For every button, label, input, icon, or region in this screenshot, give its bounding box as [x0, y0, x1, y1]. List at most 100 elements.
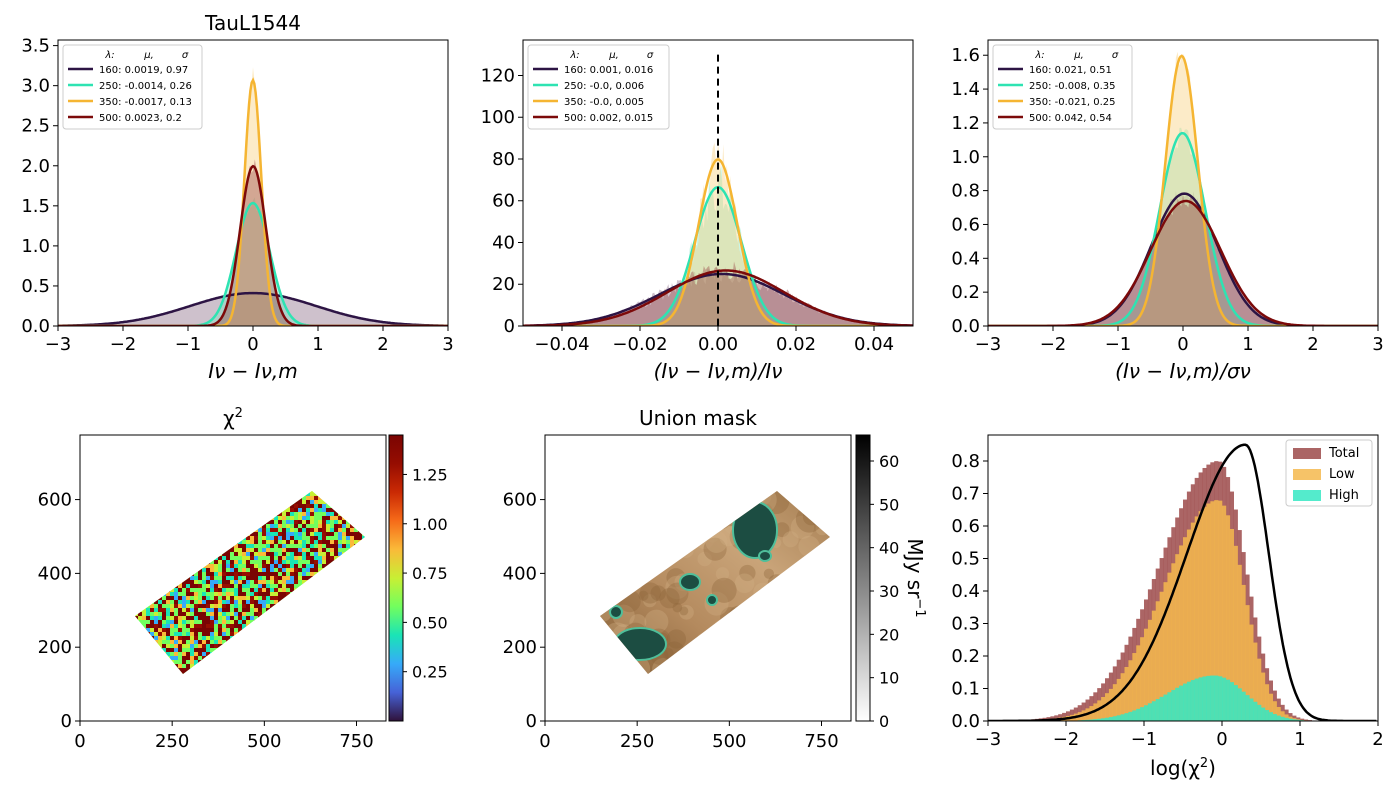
map-pixel — [322, 640, 326, 644]
map-pixel — [294, 524, 298, 528]
legend-label: 250: -0.008, 0.35 — [1029, 81, 1116, 92]
map-pixel — [342, 548, 346, 552]
map-pixel — [186, 560, 190, 564]
map-pixel — [298, 564, 302, 568]
map-pixel — [234, 564, 238, 568]
map-pixel — [198, 564, 202, 568]
map-pixel — [158, 524, 162, 528]
dust-texture — [709, 655, 723, 669]
histogram-fill-350 — [523, 142, 913, 326]
map-pixel — [286, 552, 290, 556]
map-pixel — [222, 640, 226, 644]
map-pixel — [302, 572, 306, 576]
dust-texture — [753, 582, 772, 602]
map-pixel — [334, 656, 338, 660]
hist-bar-high — [1147, 703, 1153, 721]
map-pixel — [330, 600, 334, 604]
map-pixel — [318, 672, 322, 674]
map-pixel — [174, 528, 178, 532]
map-pixel — [182, 576, 186, 580]
map-pixel — [334, 596, 338, 600]
map-pixel — [194, 668, 198, 672]
dust-texture — [605, 563, 614, 572]
map-pixel — [150, 508, 154, 512]
map-pixel — [326, 588, 330, 592]
map-pixel — [290, 596, 294, 600]
map-pixel — [294, 584, 298, 588]
map-pixel — [282, 540, 286, 544]
map-pixel — [146, 560, 150, 564]
map-pixel — [166, 664, 170, 668]
map-pixel — [314, 520, 318, 524]
map-pixel — [338, 544, 342, 548]
map-pixel — [194, 636, 198, 640]
map-pixel — [210, 496, 214, 500]
map-pixel — [206, 620, 210, 624]
map-pixel — [170, 528, 174, 532]
map-pixel — [202, 544, 206, 548]
hist-bar-high — [1237, 688, 1242, 721]
map-pixel — [330, 528, 334, 532]
map-pixel — [210, 492, 214, 496]
map-pixel — [242, 504, 246, 508]
map-pixel — [150, 580, 154, 584]
map-pixel — [334, 552, 338, 556]
map-pixel — [314, 620, 318, 624]
map-pixel — [238, 560, 242, 564]
map-pixel — [222, 491, 226, 492]
map-pixel — [250, 612, 254, 616]
map-pixel — [222, 556, 226, 560]
map-pixel — [194, 552, 198, 556]
map-pixel — [302, 640, 306, 644]
map-pixel — [146, 636, 150, 640]
map-pixel — [186, 644, 190, 648]
map-pixel — [214, 491, 218, 492]
map-pixel — [286, 628, 290, 632]
map-pixel — [135, 572, 138, 576]
map-pixel — [150, 512, 154, 516]
map-pixel — [158, 496, 162, 500]
map-pixel — [254, 604, 258, 608]
map-pixel — [150, 668, 154, 672]
map-pixel — [154, 512, 158, 516]
map-pixel — [298, 524, 302, 528]
map-pixel — [150, 624, 154, 628]
map-pixel — [298, 660, 302, 664]
map-pixel — [135, 576, 138, 580]
x-tick-label: −1 — [1105, 334, 1132, 355]
map-pixel — [130, 632, 134, 636]
legend-label: 250: -0.0014, 0.26 — [99, 81, 192, 92]
map-pixel — [190, 492, 194, 496]
map-pixel — [254, 536, 258, 540]
map-pixel — [194, 628, 198, 632]
map-image — [130, 491, 365, 674]
hist-bar-low — [1105, 693, 1110, 721]
map-pixel — [362, 516, 365, 520]
map-pixel — [242, 508, 246, 512]
map-pixel — [178, 512, 182, 516]
map-pixel — [198, 500, 202, 504]
map-pixel — [338, 491, 342, 492]
map-pixel — [258, 664, 262, 668]
map-pixel — [358, 560, 362, 564]
map-pixel — [282, 652, 286, 656]
map-pixel — [306, 624, 310, 628]
dust-texture — [709, 645, 721, 658]
hist-bar-high — [1198, 677, 1203, 721]
map-pixel — [190, 664, 194, 668]
hist-bar-high — [1089, 719, 1094, 721]
map-pixel — [346, 592, 350, 596]
map-pixel — [190, 560, 194, 564]
hist-bar-total — [1300, 718, 1305, 721]
map-pixel — [210, 576, 214, 580]
legend-label: 160: 0.021, 0.51 — [1029, 65, 1112, 76]
dust-texture — [644, 609, 669, 634]
map-pixel — [350, 568, 354, 572]
map-pixel — [314, 560, 318, 564]
map-pixel — [222, 592, 226, 596]
map-pixel — [222, 508, 226, 512]
map-pixel — [162, 584, 166, 588]
map-pixel — [330, 592, 334, 596]
map-pixel — [338, 652, 342, 656]
map-pixel — [274, 648, 278, 652]
